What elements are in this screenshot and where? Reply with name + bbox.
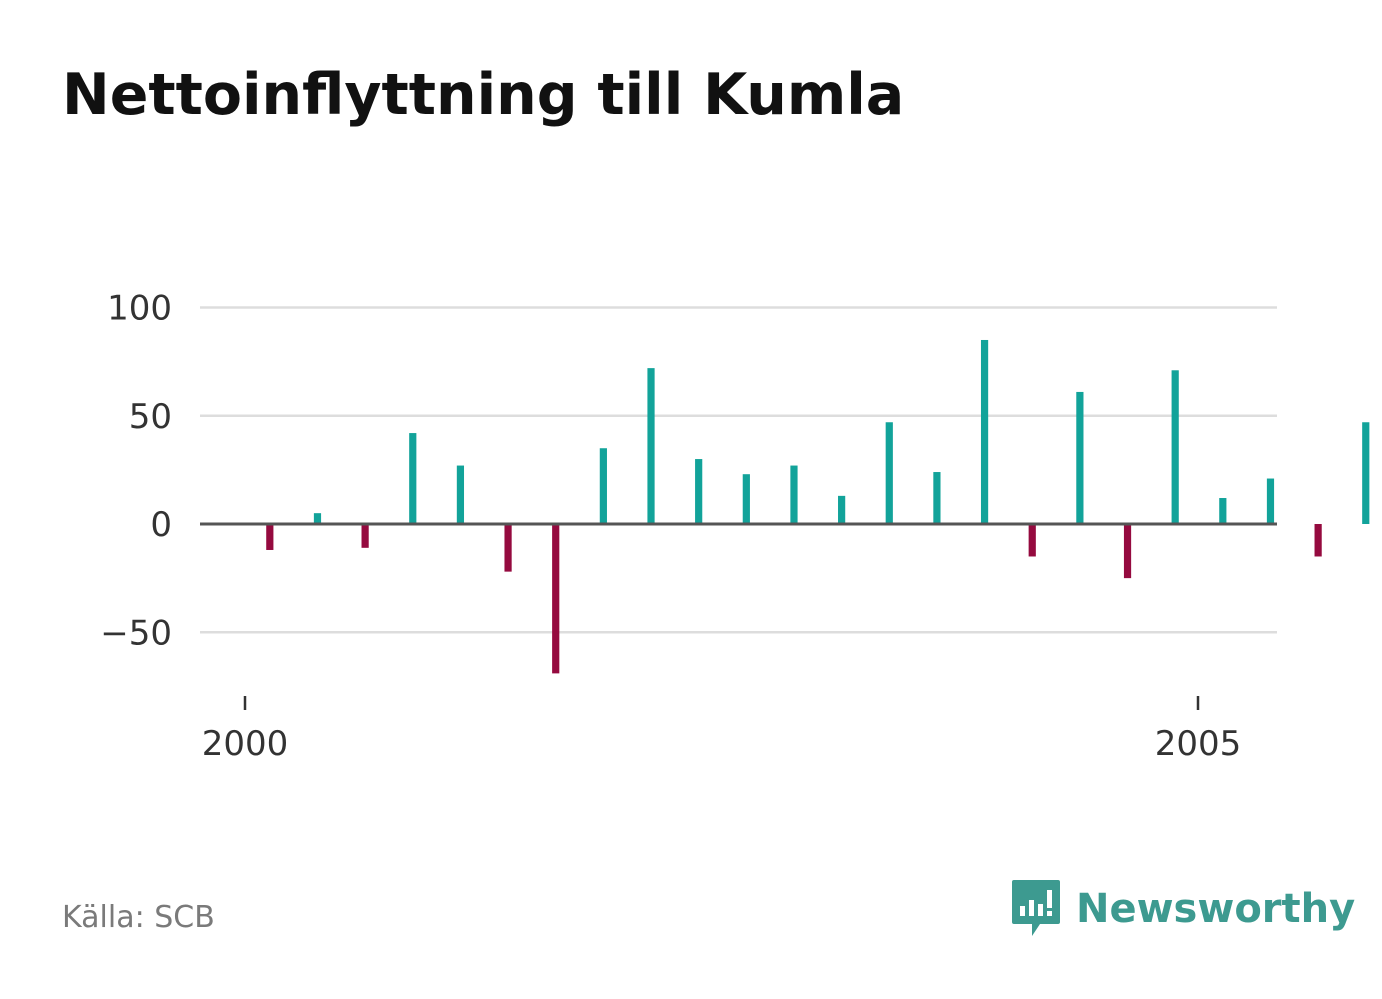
bar [1171, 370, 1179, 524]
brand-logo: Newsworthy [1010, 878, 1355, 940]
axes: −50050100200020052010201520202025 [100, 289, 1277, 764]
source-label: Källa: SCB [62, 900, 215, 935]
bar [885, 422, 893, 524]
bar [1266, 478, 1275, 524]
x-tick-label: 2000 [202, 724, 289, 764]
bar [695, 459, 703, 524]
bar [1076, 391, 1084, 524]
chart-title: Nettoinflyttning till Kumla [62, 62, 905, 128]
bar [742, 474, 750, 524]
bar [266, 524, 274, 550]
x-tick-label: 2005 [1155, 724, 1242, 764]
y-tick-label: −50 [100, 613, 172, 653]
grid-lines [200, 306, 1277, 634]
bars [266, 339, 1370, 674]
bar-chart-speech-bubble-icon [1012, 880, 1060, 936]
bar [456, 465, 465, 524]
bar [1314, 524, 1322, 557]
bar [1219, 498, 1227, 524]
bar [1123, 524, 1132, 579]
bar [1362, 422, 1370, 524]
bar [313, 513, 322, 524]
bar [1028, 524, 1036, 557]
y-tick-label: 100 [107, 289, 172, 329]
y-tick-label: 50 [129, 397, 172, 437]
bar [790, 465, 798, 524]
brand-name: Newsworthy [1076, 886, 1356, 932]
bar [933, 472, 941, 524]
bar [647, 368, 655, 524]
bar [599, 448, 607, 524]
y-tick-label: 0 [150, 505, 172, 545]
bar [504, 524, 512, 572]
bar [552, 524, 560, 674]
bar [409, 433, 417, 524]
bar [361, 524, 369, 548]
bar [838, 495, 846, 524]
bar [980, 339, 989, 524]
